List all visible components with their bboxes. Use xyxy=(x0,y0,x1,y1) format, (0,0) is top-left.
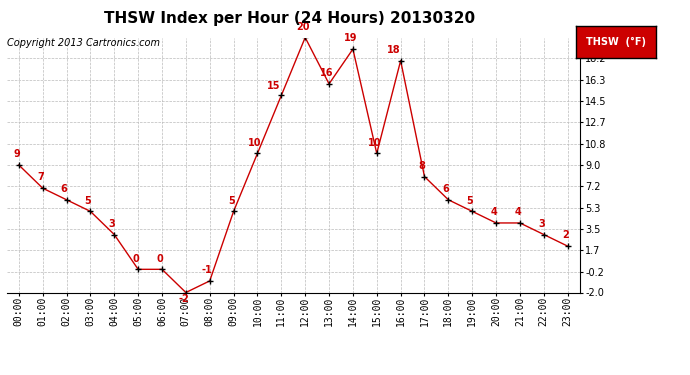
Text: 6: 6 xyxy=(442,184,449,194)
Text: 5: 5 xyxy=(228,196,235,206)
Text: 4: 4 xyxy=(514,207,521,217)
Text: 3: 3 xyxy=(108,219,115,229)
Text: 5: 5 xyxy=(85,196,91,206)
Text: 0: 0 xyxy=(132,254,139,264)
Text: 18: 18 xyxy=(386,45,400,55)
Text: 10: 10 xyxy=(248,138,262,148)
Text: 9: 9 xyxy=(13,149,20,159)
Text: 5: 5 xyxy=(466,196,473,206)
Text: 4: 4 xyxy=(491,207,497,217)
Text: THSW Index per Hour (24 Hours) 20130320: THSW Index per Hour (24 Hours) 20130320 xyxy=(104,11,475,26)
Text: 19: 19 xyxy=(344,33,357,43)
Text: 8: 8 xyxy=(419,161,426,171)
Text: 7: 7 xyxy=(37,172,43,182)
Text: 15: 15 xyxy=(268,81,281,91)
Text: THSW  (°F): THSW (°F) xyxy=(586,37,646,47)
Text: 3: 3 xyxy=(538,219,545,229)
Text: 16: 16 xyxy=(320,68,333,78)
Text: 0: 0 xyxy=(156,254,163,264)
Text: -1: -1 xyxy=(202,265,213,275)
Text: 2: 2 xyxy=(562,230,569,240)
Text: 6: 6 xyxy=(61,184,68,194)
Text: 10: 10 xyxy=(368,138,381,148)
Text: 20: 20 xyxy=(296,22,310,32)
Text: -2: -2 xyxy=(178,294,189,304)
Text: Copyright 2013 Cartronics.com: Copyright 2013 Cartronics.com xyxy=(7,38,160,48)
